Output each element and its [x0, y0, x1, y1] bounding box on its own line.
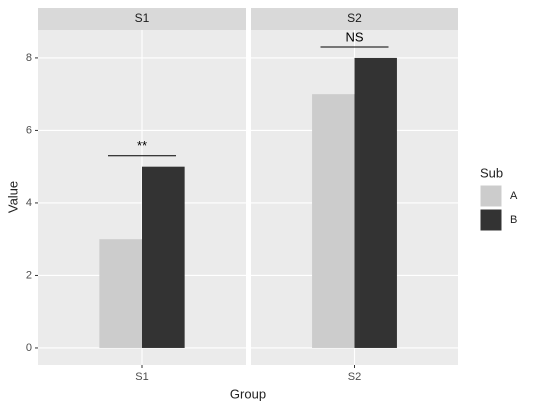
y-tick-label: 8 [26, 52, 32, 64]
bar [142, 166, 185, 348]
y-tick-label: 0 [26, 342, 32, 354]
y-tick-label: 2 [26, 269, 32, 281]
y-tick-label: 4 [26, 197, 32, 209]
annotation: NS [345, 29, 363, 44]
strip-label: S1 [135, 11, 150, 25]
bar [354, 57, 397, 348]
legend-label: A [510, 190, 518, 202]
bar [312, 94, 355, 348]
strip [38, 8, 246, 30]
strip-label: S2 [347, 11, 362, 25]
legend-key [479, 184, 503, 208]
x-tick-label: S2 [348, 371, 361, 383]
legend-title: Sub [480, 165, 503, 180]
y-tick-label: 6 [26, 124, 32, 136]
bar [99, 239, 142, 348]
strip [251, 8, 458, 30]
x-tick-label: S1 [135, 371, 148, 383]
legend-label: B [510, 214, 517, 226]
y-axis-label: Value [5, 181, 20, 213]
x-axis-label: Group [230, 386, 266, 401]
annotation: ** [137, 138, 147, 153]
legend-key [479, 208, 503, 232]
